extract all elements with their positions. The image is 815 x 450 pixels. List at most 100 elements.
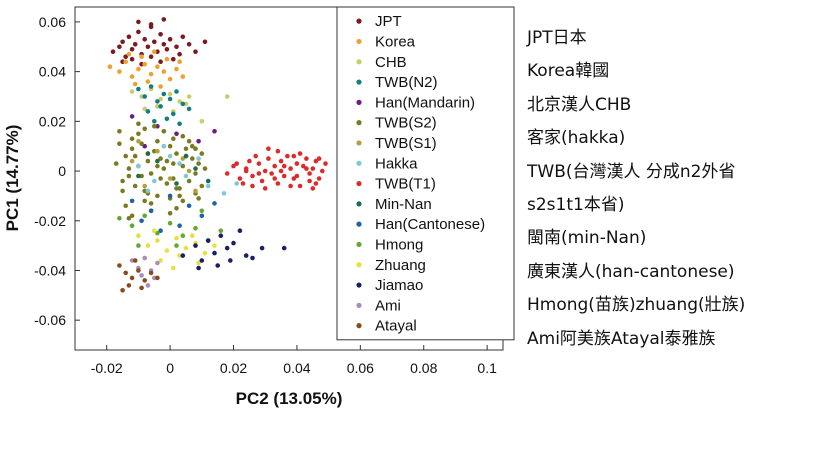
data-point xyxy=(123,54,128,59)
data-point xyxy=(199,151,205,156)
legend-label: Han(Mandarin) xyxy=(375,94,475,111)
annotation-line: Hmong(苗族)zhuang(壯族) xyxy=(527,295,746,316)
data-point xyxy=(158,104,163,109)
data-point xyxy=(320,168,325,174)
legend-marker xyxy=(356,221,362,227)
data-point xyxy=(136,19,141,25)
data-point xyxy=(164,116,170,122)
data-point xyxy=(110,49,116,54)
data-point xyxy=(117,69,122,74)
data-point xyxy=(152,49,157,54)
data-point xyxy=(167,176,173,181)
data-point xyxy=(199,213,205,219)
annotation-line: 廣東漢人(han-cantonese) xyxy=(527,261,735,282)
data-point xyxy=(224,171,230,176)
data-point xyxy=(155,275,160,281)
data-point xyxy=(123,59,128,64)
data-point xyxy=(186,168,192,174)
data-point xyxy=(316,176,322,181)
data-point xyxy=(152,39,157,45)
data-point xyxy=(193,243,198,248)
data-point xyxy=(193,49,198,54)
y-tick-label: -0.04 xyxy=(34,262,66,278)
data-point xyxy=(294,173,300,179)
data-point xyxy=(259,245,265,251)
data-point xyxy=(167,211,173,216)
data-point xyxy=(171,265,176,271)
data-point xyxy=(196,161,201,166)
data-point xyxy=(120,178,125,184)
data-point xyxy=(136,233,141,238)
x-tick-label: -0.02 xyxy=(91,360,123,376)
data-point xyxy=(288,183,293,189)
legend-label: Han(Cantonese) xyxy=(375,216,485,233)
data-point xyxy=(148,71,154,77)
data-point xyxy=(234,181,239,186)
data-point xyxy=(136,173,141,179)
data-point xyxy=(212,250,217,256)
data-point xyxy=(136,121,141,127)
data-point xyxy=(129,136,135,141)
data-point xyxy=(161,166,167,171)
legend-marker xyxy=(356,323,362,329)
data-point xyxy=(142,188,147,194)
data-point xyxy=(218,233,224,238)
data-point xyxy=(139,273,144,278)
data-point xyxy=(164,181,170,186)
data-point xyxy=(142,198,147,204)
legend-marker xyxy=(356,262,362,268)
data-point xyxy=(136,86,141,92)
data-point xyxy=(158,84,163,89)
data-point xyxy=(148,270,154,276)
data-point xyxy=(126,216,132,221)
legend-label: Atayal xyxy=(375,318,417,335)
data-point xyxy=(196,138,201,144)
y-tick-label: -0.02 xyxy=(34,213,66,229)
data-point xyxy=(202,250,208,256)
data-point xyxy=(158,176,163,181)
data-point xyxy=(129,56,135,62)
data-point xyxy=(231,163,236,169)
data-point xyxy=(183,173,189,179)
data-point xyxy=(167,76,173,82)
data-point xyxy=(129,47,135,52)
data-point xyxy=(186,106,192,112)
data-point xyxy=(281,245,287,251)
data-point xyxy=(167,96,173,102)
y-tick-label: -0.06 xyxy=(34,312,66,328)
data-point xyxy=(177,161,182,166)
x-tick-label: 0.08 xyxy=(410,360,437,376)
data-point xyxy=(323,161,328,166)
data-point xyxy=(129,223,135,228)
data-point xyxy=(142,126,147,132)
data-point xyxy=(294,161,300,166)
data-point xyxy=(278,168,284,174)
data-point xyxy=(117,141,122,146)
data-point xyxy=(177,253,182,258)
data-point xyxy=(139,173,144,179)
data-point xyxy=(177,51,182,57)
legend-label: TWB(N2) xyxy=(375,74,438,91)
data-point xyxy=(243,168,249,174)
data-point xyxy=(126,283,132,288)
data-point xyxy=(199,183,205,189)
data-point xyxy=(142,213,147,219)
data-point xyxy=(155,230,160,236)
data-point xyxy=(152,228,157,233)
data-point xyxy=(148,54,154,59)
data-point xyxy=(120,288,125,293)
data-point xyxy=(174,235,179,241)
data-point xyxy=(304,166,309,171)
annotation-line: s2s1t1本省) xyxy=(527,194,625,215)
y-axis-title: PC1 (14.77%) xyxy=(3,125,22,232)
data-point xyxy=(313,158,319,164)
data-point xyxy=(142,143,147,149)
data-point xyxy=(177,193,182,199)
data-point xyxy=(180,74,186,79)
data-point xyxy=(148,84,154,89)
data-point xyxy=(126,173,132,179)
data-point xyxy=(202,166,208,171)
data-point xyxy=(129,89,135,94)
data-point xyxy=(167,153,173,159)
data-point xyxy=(155,238,160,243)
